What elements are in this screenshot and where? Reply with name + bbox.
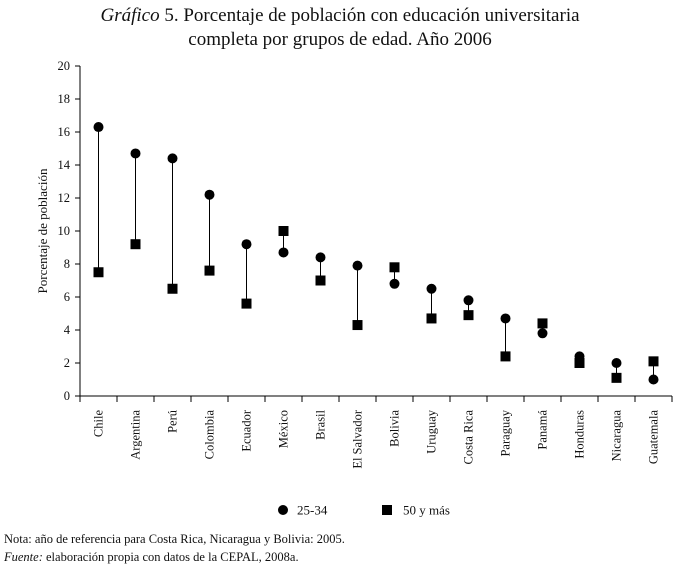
y-tick-label: 20 bbox=[58, 59, 71, 73]
point-50-y-mas bbox=[167, 283, 178, 294]
category-label: Ecuador bbox=[240, 409, 254, 451]
chart-notes: Nota: año de referencia para Costa Rica,… bbox=[4, 530, 345, 566]
point-25-34 bbox=[241, 239, 252, 250]
y-tick-label: 12 bbox=[58, 191, 71, 205]
y-tick-label: 2 bbox=[64, 356, 70, 370]
point-50-y-mas bbox=[278, 226, 289, 236]
point-50-y-mas bbox=[204, 265, 215, 276]
point-50-y-mas bbox=[130, 239, 141, 250]
note-text: año de referencia para Costa Rica, Nicar… bbox=[34, 532, 345, 546]
category-label: Colombia bbox=[203, 410, 217, 460]
point-50-y-mas bbox=[315, 275, 326, 286]
category-label: Guatemala bbox=[647, 410, 661, 465]
category-label: Uruguay bbox=[425, 409, 439, 453]
category-label: México bbox=[277, 410, 291, 448]
note-line: Nota: año de referencia para Costa Rica,… bbox=[4, 530, 345, 548]
dot-range-chart: 0 2 4 6 8 10 12 14 16 18 20 Porcentaje de población… bbox=[35, 59, 673, 518]
figure-number: 5. bbox=[164, 5, 179, 26]
point-50-y-mas bbox=[463, 310, 474, 321]
chart-title-line-1: Gráfico 5. Porcentaje de población con e… bbox=[0, 4, 680, 28]
point-25-34 bbox=[389, 278, 400, 289]
category-label: Argentina bbox=[129, 410, 143, 460]
note-label: Nota: bbox=[4, 532, 32, 546]
point-25-34 bbox=[426, 283, 437, 294]
point-25-34 bbox=[130, 148, 141, 159]
legend-label-25-34: 25-34 bbox=[297, 503, 328, 518]
point-25-34 bbox=[167, 153, 178, 164]
category-label: El Salvador bbox=[351, 409, 365, 469]
point-50-y-mas bbox=[648, 356, 659, 367]
point-50-y-mas bbox=[611, 372, 622, 383]
legend-marker-25-34 bbox=[278, 505, 288, 515]
y-axis-title: Porcentaje de población bbox=[35, 168, 50, 293]
point-25-34 bbox=[463, 295, 474, 306]
point-25-34 bbox=[204, 189, 215, 200]
point-50-y-mas bbox=[500, 351, 511, 362]
category-label: Nicaragua bbox=[610, 410, 624, 462]
source-label: Fuente: bbox=[4, 550, 43, 564]
point-25-34 bbox=[278, 247, 289, 258]
y-tick-label: 16 bbox=[58, 125, 71, 139]
y-tick-label: 0 bbox=[64, 389, 70, 403]
y-tick-label: 8 bbox=[64, 257, 70, 271]
point-25-34 bbox=[352, 260, 363, 271]
point-25-34 bbox=[648, 374, 659, 385]
chart-title: Gráfico 5. Porcentaje de población con e… bbox=[0, 4, 680, 52]
category-label: Brasil bbox=[314, 409, 328, 439]
y-tick-label: 10 bbox=[58, 224, 71, 238]
point-25-34 bbox=[93, 122, 104, 133]
y-tick-label: 6 bbox=[64, 290, 70, 304]
point-50-y-mas bbox=[389, 262, 400, 273]
y-tick-label: 14 bbox=[58, 158, 71, 172]
point-25-34 bbox=[611, 358, 622, 368]
legend-label-50-y-mas: 50 y más bbox=[403, 503, 450, 518]
source-text: elaboración propia con datos de la CEPAL… bbox=[46, 550, 299, 564]
y-tick-label: 4 bbox=[64, 323, 71, 337]
category-label: Bolivia bbox=[388, 410, 402, 447]
point-50-y-mas bbox=[352, 320, 363, 331]
point-25-34 bbox=[315, 252, 326, 263]
point-50-y-mas bbox=[574, 358, 585, 368]
category-label: Paraguay bbox=[499, 409, 513, 456]
point-50-y-mas bbox=[426, 313, 437, 324]
point-50-y-mas bbox=[93, 267, 104, 278]
y-tick-label: 18 bbox=[58, 92, 71, 106]
point-25-34 bbox=[500, 313, 511, 324]
legend-marker-50-y-mas bbox=[382, 505, 392, 515]
figure-label: Gráfico bbox=[100, 5, 160, 26]
point-50-y-mas bbox=[241, 298, 252, 309]
point-50-y-mas bbox=[537, 318, 548, 329]
point-25-34 bbox=[537, 328, 548, 339]
category-label: Panamá bbox=[536, 410, 550, 450]
title-text-1: Porcentaje de población con educación un… bbox=[183, 5, 580, 26]
category-label: Chile bbox=[92, 410, 106, 438]
title-text-2: completa por grupos de edad. Año 2006 bbox=[188, 29, 492, 50]
source-line: Fuente: elaboración propia con datos de … bbox=[4, 548, 345, 566]
category-label: Perú bbox=[166, 409, 180, 433]
category-label: Costa Rica bbox=[462, 410, 476, 465]
category-label: Honduras bbox=[573, 410, 587, 459]
